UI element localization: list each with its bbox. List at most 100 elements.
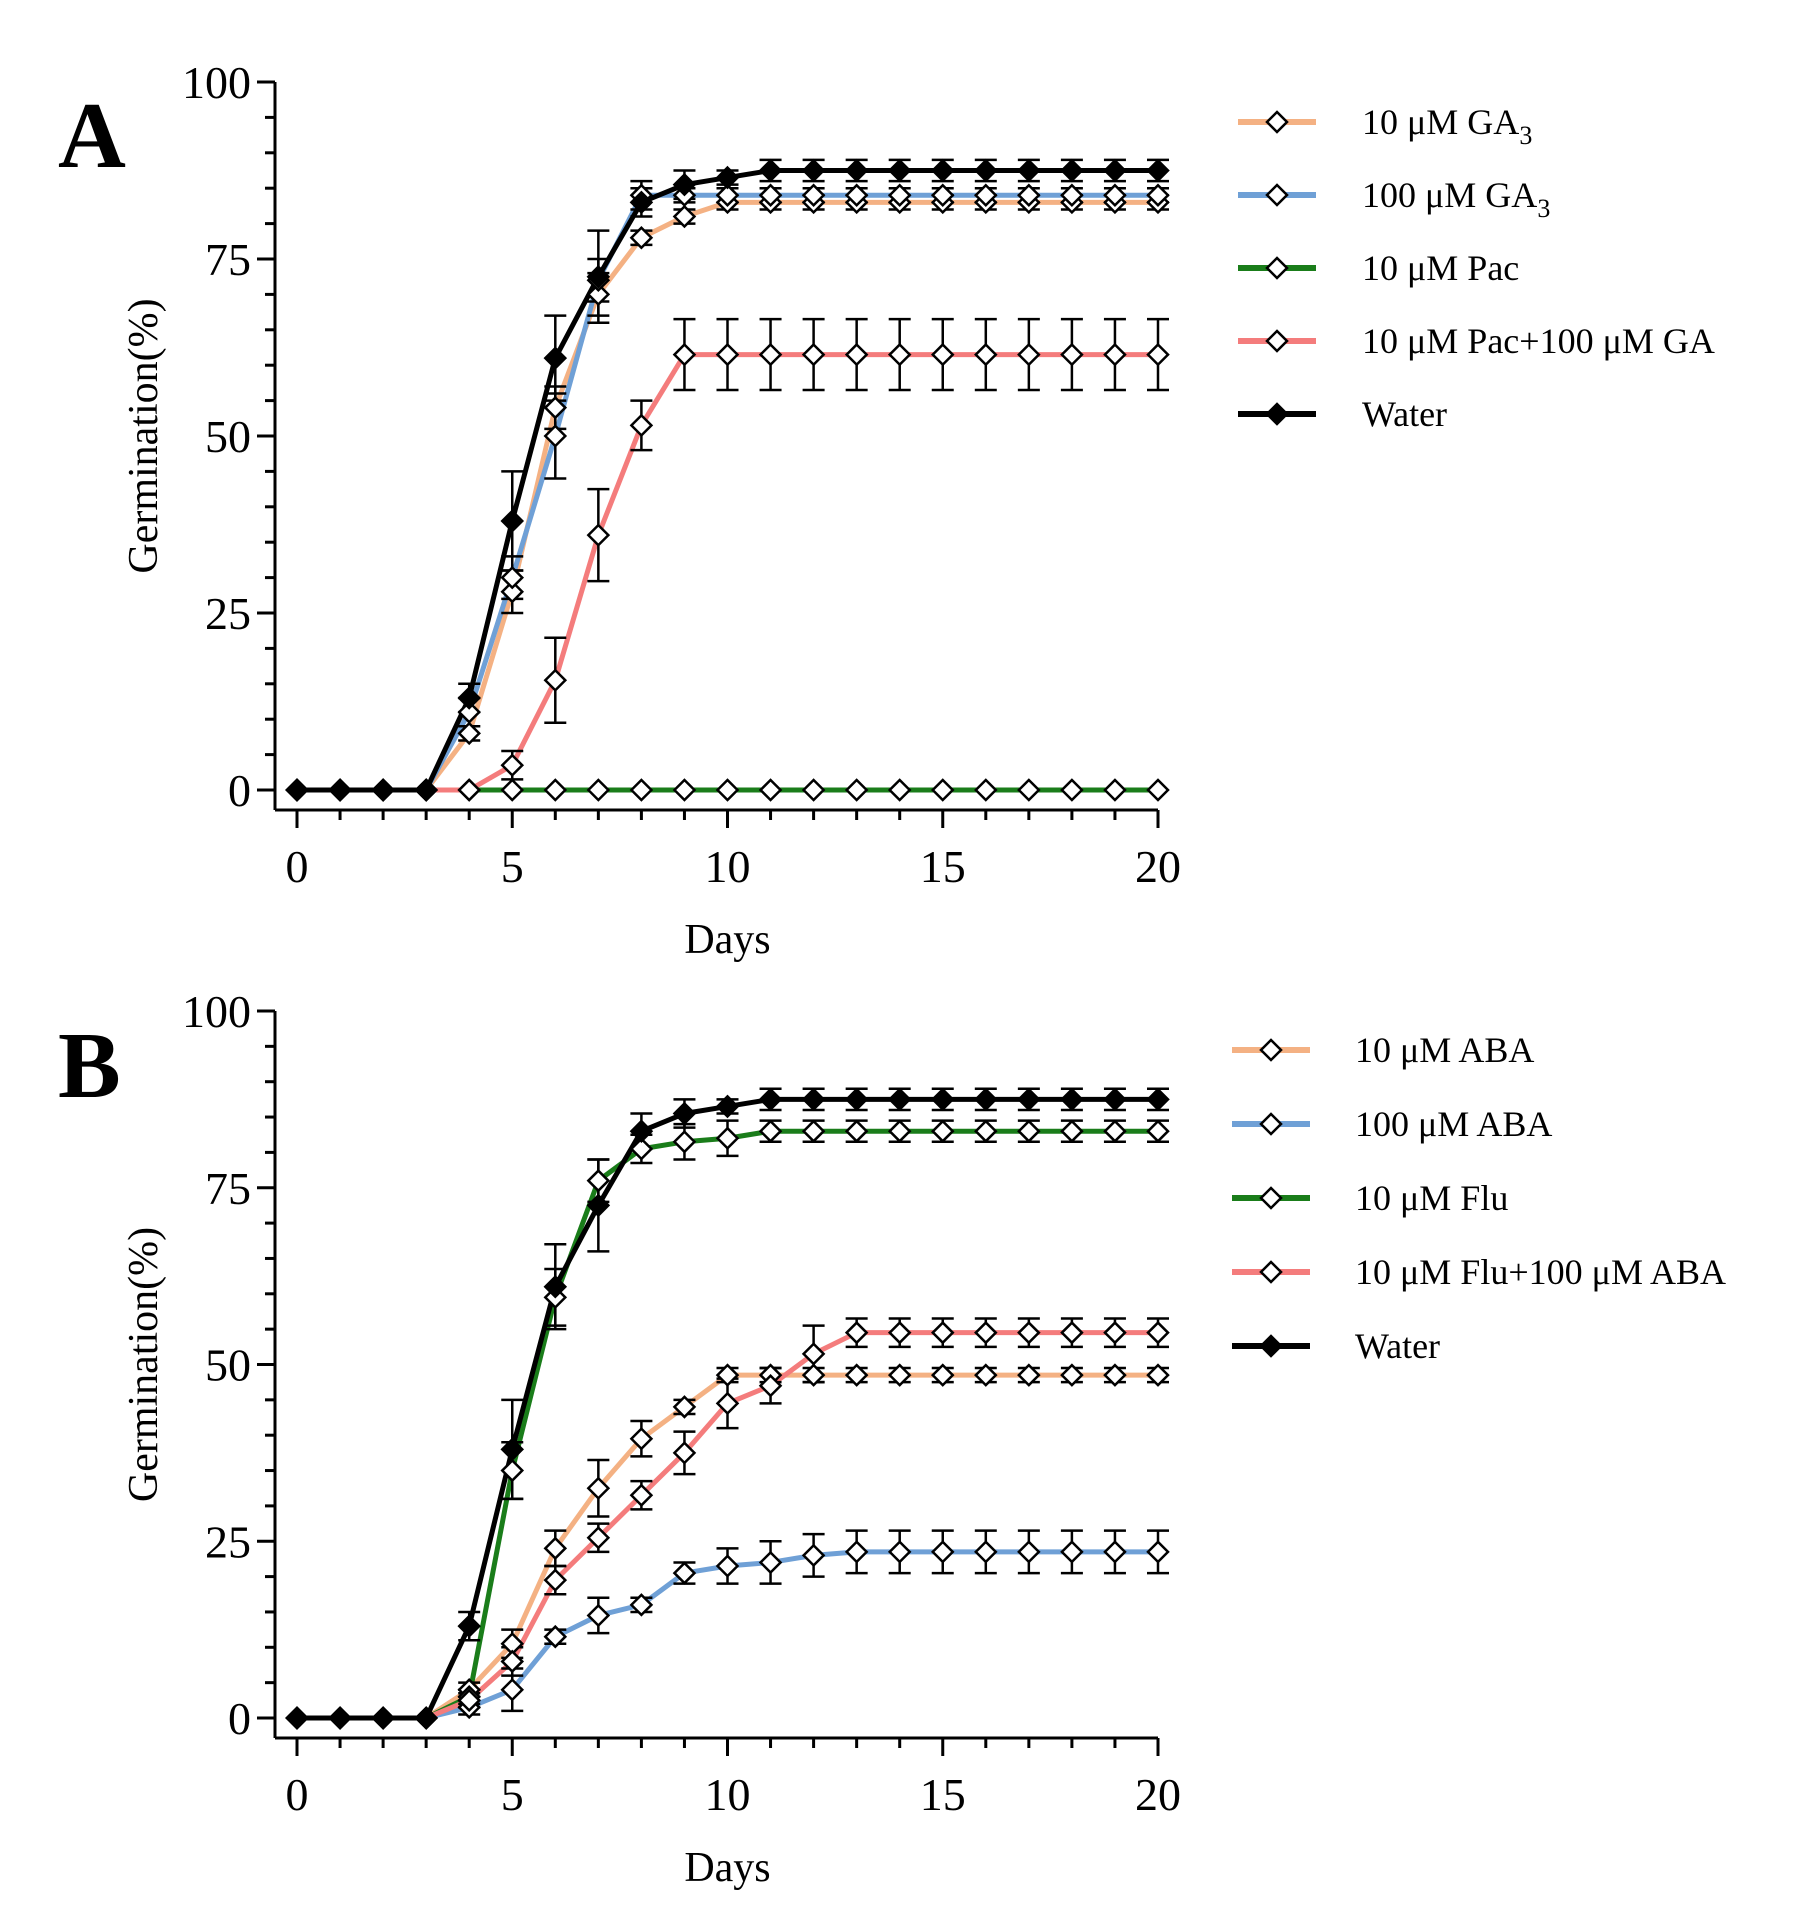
data-point xyxy=(715,1554,740,1578)
legend-marker xyxy=(1259,1186,1283,1210)
legend-label: 10 μM Flu xyxy=(1355,1178,1508,1218)
data-point xyxy=(930,1087,955,1112)
data-point xyxy=(500,778,525,802)
data-point xyxy=(500,1437,525,1462)
data-point xyxy=(887,1087,912,1112)
legend-label: 10 μM ABA xyxy=(1355,1030,1534,1070)
data-point xyxy=(629,1483,654,1508)
data-point xyxy=(1103,1540,1127,1564)
data-point xyxy=(543,1274,568,1299)
legend-label: Water xyxy=(1355,1326,1440,1366)
data-point xyxy=(801,1087,826,1112)
data-point xyxy=(844,1087,869,1112)
data-point xyxy=(672,1101,697,1126)
data-point xyxy=(543,424,568,448)
legend-marker xyxy=(1259,1260,1283,1284)
x-tick-label: 20 xyxy=(1135,1769,1181,1820)
data-point xyxy=(1017,1119,1041,1143)
x-tick-label: 0 xyxy=(286,1769,309,1820)
legend-marker xyxy=(1265,329,1289,353)
data-point xyxy=(1146,778,1170,802)
data-point xyxy=(844,183,869,208)
x-tick-label: 20 xyxy=(1135,841,1181,892)
x-axis-title: Days xyxy=(684,1845,770,1891)
legend-marker xyxy=(1259,1334,1283,1358)
data-point xyxy=(586,1603,611,1628)
data-point xyxy=(586,1525,611,1550)
data-point xyxy=(974,1119,998,1143)
data-point xyxy=(801,1543,826,1568)
data-point xyxy=(758,778,783,802)
data-point xyxy=(715,1126,740,1151)
y-tick-label: 0 xyxy=(228,765,251,816)
data-point xyxy=(543,395,568,420)
data-point xyxy=(801,342,826,367)
data-point xyxy=(285,1706,309,1730)
data-point xyxy=(457,1688,481,1713)
data-point xyxy=(457,778,481,802)
data-point xyxy=(629,190,654,215)
legend-label: 10 μM Pac+100 μM GA xyxy=(1362,321,1715,361)
data-point xyxy=(1060,158,1084,183)
legend-label: 100 μM GA3 xyxy=(1362,175,1550,223)
data-point xyxy=(715,183,740,208)
data-point xyxy=(715,342,740,367)
legend-label: 100 μM ABA xyxy=(1355,1104,1552,1144)
data-point xyxy=(974,158,998,183)
data-point xyxy=(586,1476,611,1500)
data-point xyxy=(500,1458,525,1483)
data-point xyxy=(1060,778,1084,802)
data-point xyxy=(1103,183,1127,208)
data-point xyxy=(758,183,783,208)
data-point xyxy=(1017,1087,1041,1112)
data-point xyxy=(1103,778,1127,802)
data-point xyxy=(1146,1087,1170,1112)
data-point xyxy=(629,1119,654,1143)
legend-marker xyxy=(1259,1038,1283,1062)
x-tick-label: 10 xyxy=(705,1769,751,1820)
data-point xyxy=(629,1137,654,1161)
data-point xyxy=(586,282,611,307)
data-point xyxy=(1017,778,1041,802)
data-point xyxy=(457,700,481,724)
data-point xyxy=(1146,1363,1170,1387)
data-point xyxy=(672,204,697,229)
data-point xyxy=(586,523,611,547)
data-point xyxy=(844,1119,869,1143)
data-point xyxy=(1060,1119,1084,1143)
data-point xyxy=(974,1363,998,1387)
data-point xyxy=(758,342,783,367)
data-point xyxy=(1060,342,1084,367)
data-point xyxy=(1017,1540,1041,1564)
data-point xyxy=(930,158,955,183)
data-point xyxy=(758,1550,783,1575)
data-point xyxy=(887,1540,912,1564)
x-tick-label: 15 xyxy=(920,1769,966,1820)
series-line xyxy=(297,168,1158,793)
data-point xyxy=(715,1391,740,1416)
data-point xyxy=(1017,342,1041,367)
data-point xyxy=(1060,1087,1084,1112)
data-point xyxy=(1103,342,1127,367)
data-point xyxy=(930,183,955,208)
legend-label: 10 μM GA3 xyxy=(1362,102,1532,150)
data-point xyxy=(672,172,697,197)
data-point xyxy=(500,1677,525,1702)
y-tick-label: 50 xyxy=(205,411,251,462)
data-point xyxy=(586,1193,611,1218)
data-point xyxy=(543,778,568,802)
data-point xyxy=(801,1342,826,1366)
legend-marker xyxy=(1265,183,1289,207)
data-point xyxy=(672,1130,697,1154)
data-point xyxy=(672,1441,697,1465)
y-tick-label: 25 xyxy=(205,1516,251,1567)
legend-marker xyxy=(1265,256,1289,280)
data-point xyxy=(1146,1540,1170,1564)
data-point xyxy=(543,1568,568,1592)
series-line xyxy=(297,352,1158,793)
data-point xyxy=(543,1624,568,1649)
data-point xyxy=(1146,1119,1170,1143)
data-point xyxy=(801,158,826,183)
legend-label-subscript: 3 xyxy=(1537,194,1550,223)
data-point xyxy=(887,183,912,208)
